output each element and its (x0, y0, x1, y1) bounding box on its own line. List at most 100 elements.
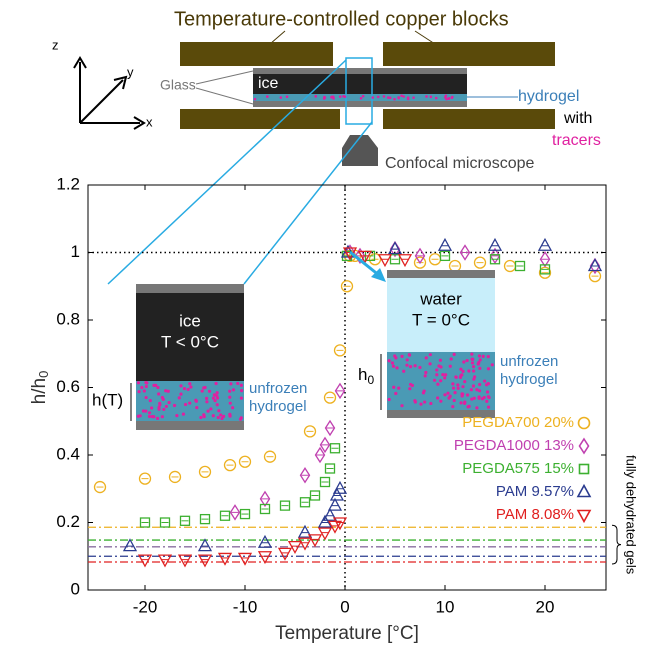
tracer (478, 383, 481, 386)
data-point (170, 471, 181, 482)
data-point (221, 511, 230, 520)
tracer (330, 96, 333, 99)
tracer (450, 357, 453, 360)
tracer (137, 390, 140, 393)
data-point (311, 491, 320, 500)
tracer (212, 414, 215, 417)
tracer (220, 417, 223, 420)
tracer (433, 379, 436, 382)
tracer (470, 388, 473, 391)
tracer (202, 413, 205, 416)
brace (612, 525, 621, 564)
tracer (466, 393, 469, 396)
tracer (441, 373, 444, 376)
tracer (406, 358, 409, 361)
tracer (470, 353, 473, 356)
inset-height: h0 (358, 365, 374, 387)
tracer (150, 406, 153, 409)
legend-label: PAM 9.57% (496, 483, 574, 500)
data-point (265, 451, 276, 462)
data-point (475, 257, 486, 268)
tracer (451, 96, 454, 99)
tracer (436, 383, 439, 386)
pointer (196, 71, 253, 84)
tracer (182, 413, 185, 416)
marker (399, 255, 411, 266)
tracer (148, 415, 151, 418)
data-point (319, 528, 331, 539)
tracer (323, 96, 326, 99)
tracer (491, 363, 494, 366)
y-label-subscript: 0 (36, 371, 51, 378)
tracer (204, 386, 207, 389)
tracer (236, 382, 239, 385)
tracer (477, 361, 480, 364)
tracer (145, 381, 148, 384)
tracer (152, 415, 155, 418)
tracer (461, 370, 464, 373)
data-point (326, 421, 335, 435)
tracer (205, 397, 208, 400)
tracer (266, 95, 269, 98)
tracer (156, 417, 159, 420)
tracer (457, 387, 460, 390)
tracer (424, 374, 427, 377)
tracer (145, 385, 148, 388)
marker (219, 553, 231, 564)
data-point (491, 249, 500, 263)
data-point (161, 518, 170, 527)
tracer (402, 95, 405, 98)
with-label: with (563, 110, 592, 127)
tracer (453, 391, 456, 394)
tracer (148, 411, 151, 414)
tracer (158, 403, 161, 406)
tracers-label: tracers (552, 132, 601, 149)
tracer (360, 97, 363, 100)
axes-icon (74, 58, 144, 129)
glass-label: Glass (160, 77, 196, 93)
tracer (487, 406, 490, 409)
schematic-title: Temperature-controlled copper blocks (174, 8, 509, 30)
tracer (462, 360, 465, 363)
tracer (460, 373, 463, 376)
tracer (430, 96, 433, 99)
tracer (393, 98, 396, 101)
tracer (452, 387, 455, 390)
data-point (326, 464, 335, 473)
y-tick-label: 1 (71, 242, 80, 261)
data-point (335, 345, 346, 356)
glass (253, 101, 467, 107)
tracer (477, 397, 480, 400)
data-point (329, 499, 341, 510)
data-point (321, 478, 330, 487)
tracer (397, 387, 400, 390)
x-tick-label: -20 (133, 597, 158, 616)
tracer (423, 400, 426, 403)
tracer (483, 379, 486, 382)
axis-icon-label: x (146, 114, 153, 129)
data-point (301, 468, 310, 482)
marker (578, 511, 590, 522)
tracer (184, 403, 187, 406)
tracer (470, 397, 473, 400)
tracer (388, 398, 391, 401)
tracer (451, 405, 454, 408)
tracer (183, 387, 186, 390)
figure: Temperature-controlled copper blocks ice… (0, 0, 646, 650)
y-tick-label: 1.2 (56, 174, 80, 193)
tracer (475, 406, 478, 409)
tracer (194, 399, 197, 402)
tracer (408, 387, 411, 390)
tracer (188, 382, 191, 385)
reference-label: fully dehydrated gels (624, 455, 639, 575)
tracer (471, 361, 474, 364)
tracer (419, 403, 422, 406)
tracer (240, 384, 243, 387)
inset-gel: hydrogel (500, 371, 558, 388)
data-point (225, 460, 236, 471)
tracer (466, 359, 469, 362)
tracer (453, 353, 456, 356)
tracer (472, 378, 475, 381)
tracer (449, 365, 452, 368)
data-point (416, 249, 425, 263)
